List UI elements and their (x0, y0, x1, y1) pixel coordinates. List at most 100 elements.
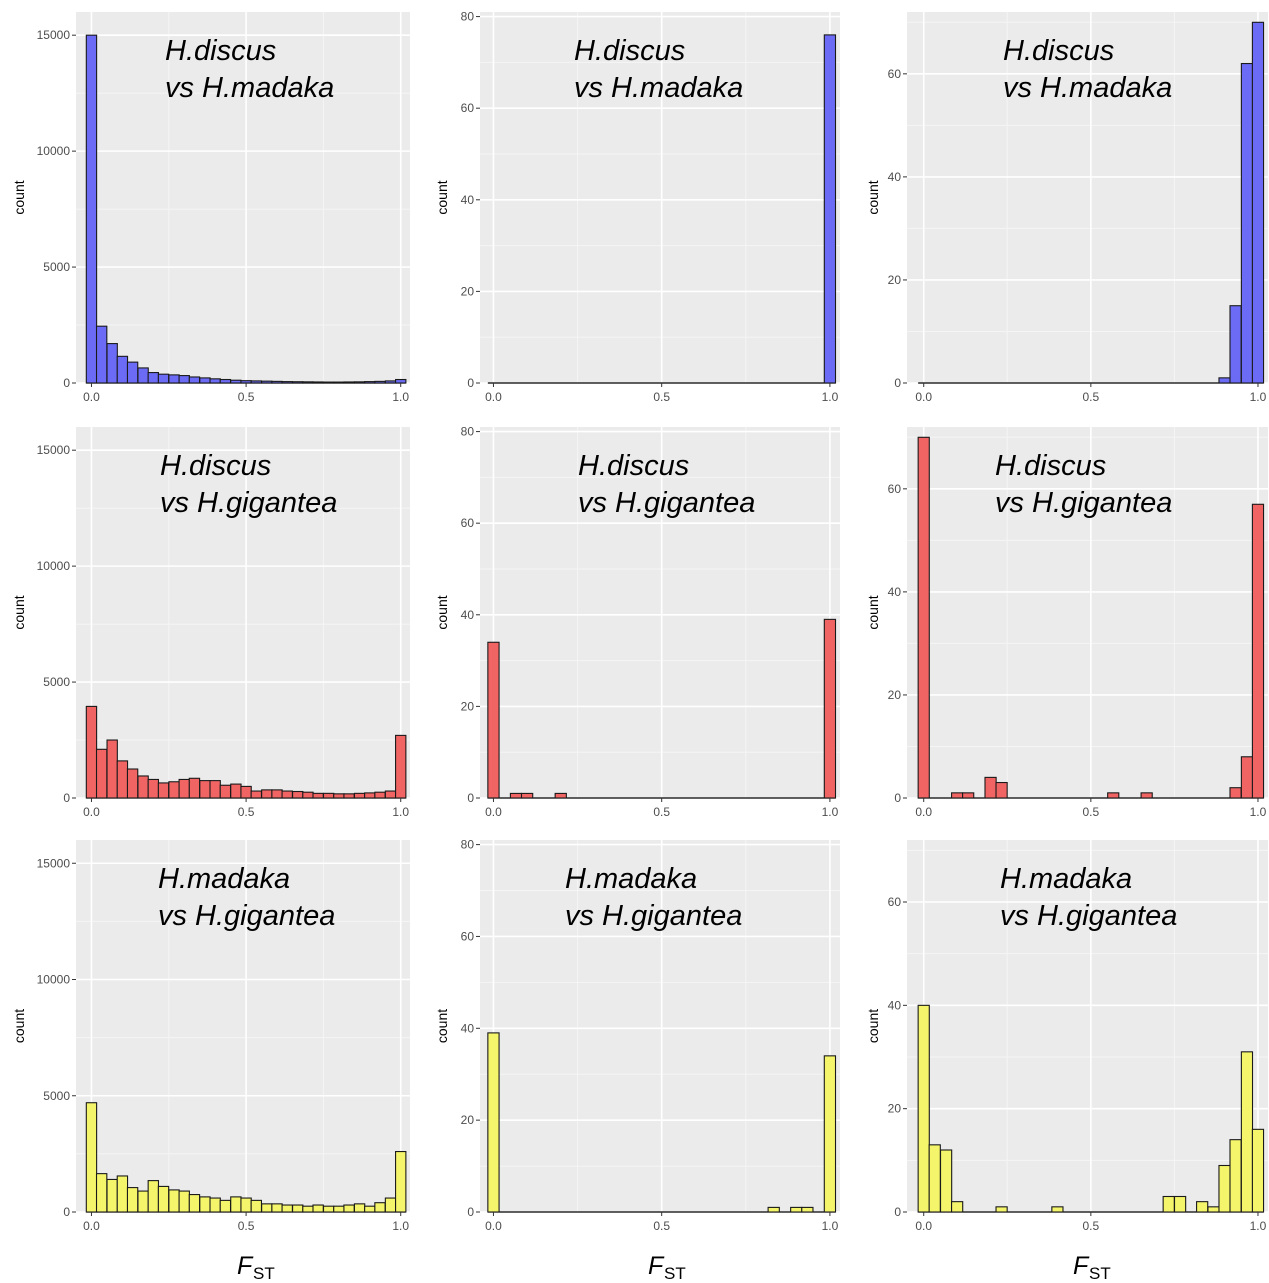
histogram-bar (219, 378, 232, 384)
y-tick-label: 40 (888, 170, 902, 184)
x-tick-label: 1.0 (1250, 1219, 1267, 1233)
panel-label: H.madaka (565, 863, 697, 895)
panel-background (480, 840, 840, 1212)
x-tick-label: 0.0 (83, 805, 100, 819)
y-axis-title: count (11, 180, 27, 214)
y-tick-label: 80 (461, 425, 475, 439)
histogram-bar (230, 379, 242, 384)
histogram-bar (343, 381, 355, 384)
y-axis-title: count (865, 595, 881, 629)
histogram-bar (157, 782, 170, 799)
panel-label: vs H.gigantea (1000, 900, 1177, 932)
x-tick-label: 0.5 (1082, 390, 1099, 404)
histogram-bar (343, 1204, 355, 1213)
histogram-bar (801, 1206, 814, 1213)
histogram-bar (395, 734, 407, 799)
histogram-bar (261, 380, 273, 384)
histogram-bar (1107, 792, 1120, 799)
histogram-bar (95, 748, 108, 799)
histogram-bar (312, 381, 324, 384)
panel-label: H.discus (995, 450, 1106, 482)
x-axis-title-subscript: ST (253, 1264, 275, 1283)
histogram-bar (292, 1204, 304, 1213)
y-tick-label: 40 (888, 585, 902, 599)
histogram-bar (322, 1205, 335, 1213)
histogram-panel: 0.0 0.5 1.0 0 5000 10000 15000 count H.discus vs … (11, 427, 410, 819)
histogram-bar (374, 1202, 386, 1213)
histogram-bar (126, 1187, 139, 1213)
histogram-bar (199, 1196, 211, 1213)
y-axis-title: count (11, 1009, 27, 1043)
histogram-bar (1229, 305, 1242, 384)
histogram-bar (95, 325, 108, 384)
histogram-bar (219, 784, 232, 799)
y-tick-label: 60 (461, 516, 475, 530)
histogram-bar (951, 1201, 964, 1213)
histogram-panel: 0.0 0.5 1.0 0 20 40 60 80 count H.discus vs H.mada… (434, 10, 840, 404)
histogram-bar (168, 374, 180, 384)
histogram-bar (322, 381, 335, 384)
histogram-bar (281, 381, 293, 384)
histogram-bar (116, 1175, 129, 1213)
panel-label: vs H.madaka (1003, 72, 1172, 104)
histogram-bar (209, 378, 221, 384)
x-tick-label: 0.0 (83, 390, 100, 404)
histogram-bar (292, 381, 304, 384)
histogram-bar (168, 1189, 180, 1213)
x-tick-label: 0.0 (485, 1219, 502, 1233)
histogram-bar (230, 1196, 242, 1213)
x-tick-label: 0.5 (653, 390, 670, 404)
histogram-bar (1240, 1051, 1254, 1213)
panel-background (907, 840, 1268, 1212)
y-tick-label: 5000 (43, 260, 70, 274)
y-axis-title: count (434, 180, 450, 214)
y-axis-title: count (434, 1009, 450, 1043)
histogram-bar (147, 778, 160, 799)
panel-background (480, 12, 840, 383)
panel-label: vs H.gigantea (158, 900, 335, 932)
x-axis-title: F (237, 1252, 254, 1280)
histogram-bar (250, 1199, 263, 1213)
y-tick-label: 80 (461, 10, 475, 24)
y-tick-label: 80 (461, 838, 475, 852)
histogram-bar (364, 792, 376, 799)
x-tick-label: 0.0 (915, 390, 932, 404)
histogram-bar (106, 343, 118, 384)
y-tick-label: 60 (888, 482, 902, 496)
y-axis-title: count (11, 595, 27, 629)
histogram-bar (106, 739, 118, 799)
histogram-bar (790, 1206, 803, 1213)
histogram-bar (106, 1178, 118, 1213)
histogram-bar (823, 34, 837, 384)
histogram-bar (292, 790, 304, 799)
histogram-bar (157, 373, 170, 384)
histogram-bar (917, 436, 930, 799)
y-tick-label: 60 (461, 929, 475, 943)
y-tick-label: 20 (888, 1102, 902, 1116)
histogram-bar (333, 1205, 345, 1213)
histogram-bar (116, 760, 129, 799)
panel-label: H.discus (160, 450, 271, 482)
histogram-bar (240, 785, 252, 799)
histogram-bar (1240, 62, 1254, 384)
y-tick-label: 10000 (37, 973, 71, 987)
histogram-bar (374, 380, 386, 384)
y-tick-label: 15000 (37, 856, 71, 870)
y-tick-label: 0 (894, 376, 901, 390)
histogram-bar (126, 361, 139, 384)
y-tick-label: 40 (888, 998, 902, 1012)
histogram-bar (1196, 1201, 1209, 1213)
panel-label: H.discus (165, 35, 276, 67)
histogram-bar (995, 781, 1008, 799)
histogram-bar (250, 380, 263, 384)
histogram-bar (199, 780, 211, 799)
histogram-bar (1229, 787, 1242, 799)
histogram-bar (487, 641, 500, 799)
histogram-bar (333, 381, 345, 384)
histogram-bar (384, 380, 397, 384)
histogram-bar (302, 381, 314, 384)
histogram-panel: 0.0 0.5 1.0 0 5000 10000 15000 count H.madaka vs … (11, 840, 410, 1233)
y-tick-label: 60 (888, 67, 902, 81)
x-tick-label: 0.5 (1082, 1219, 1099, 1233)
